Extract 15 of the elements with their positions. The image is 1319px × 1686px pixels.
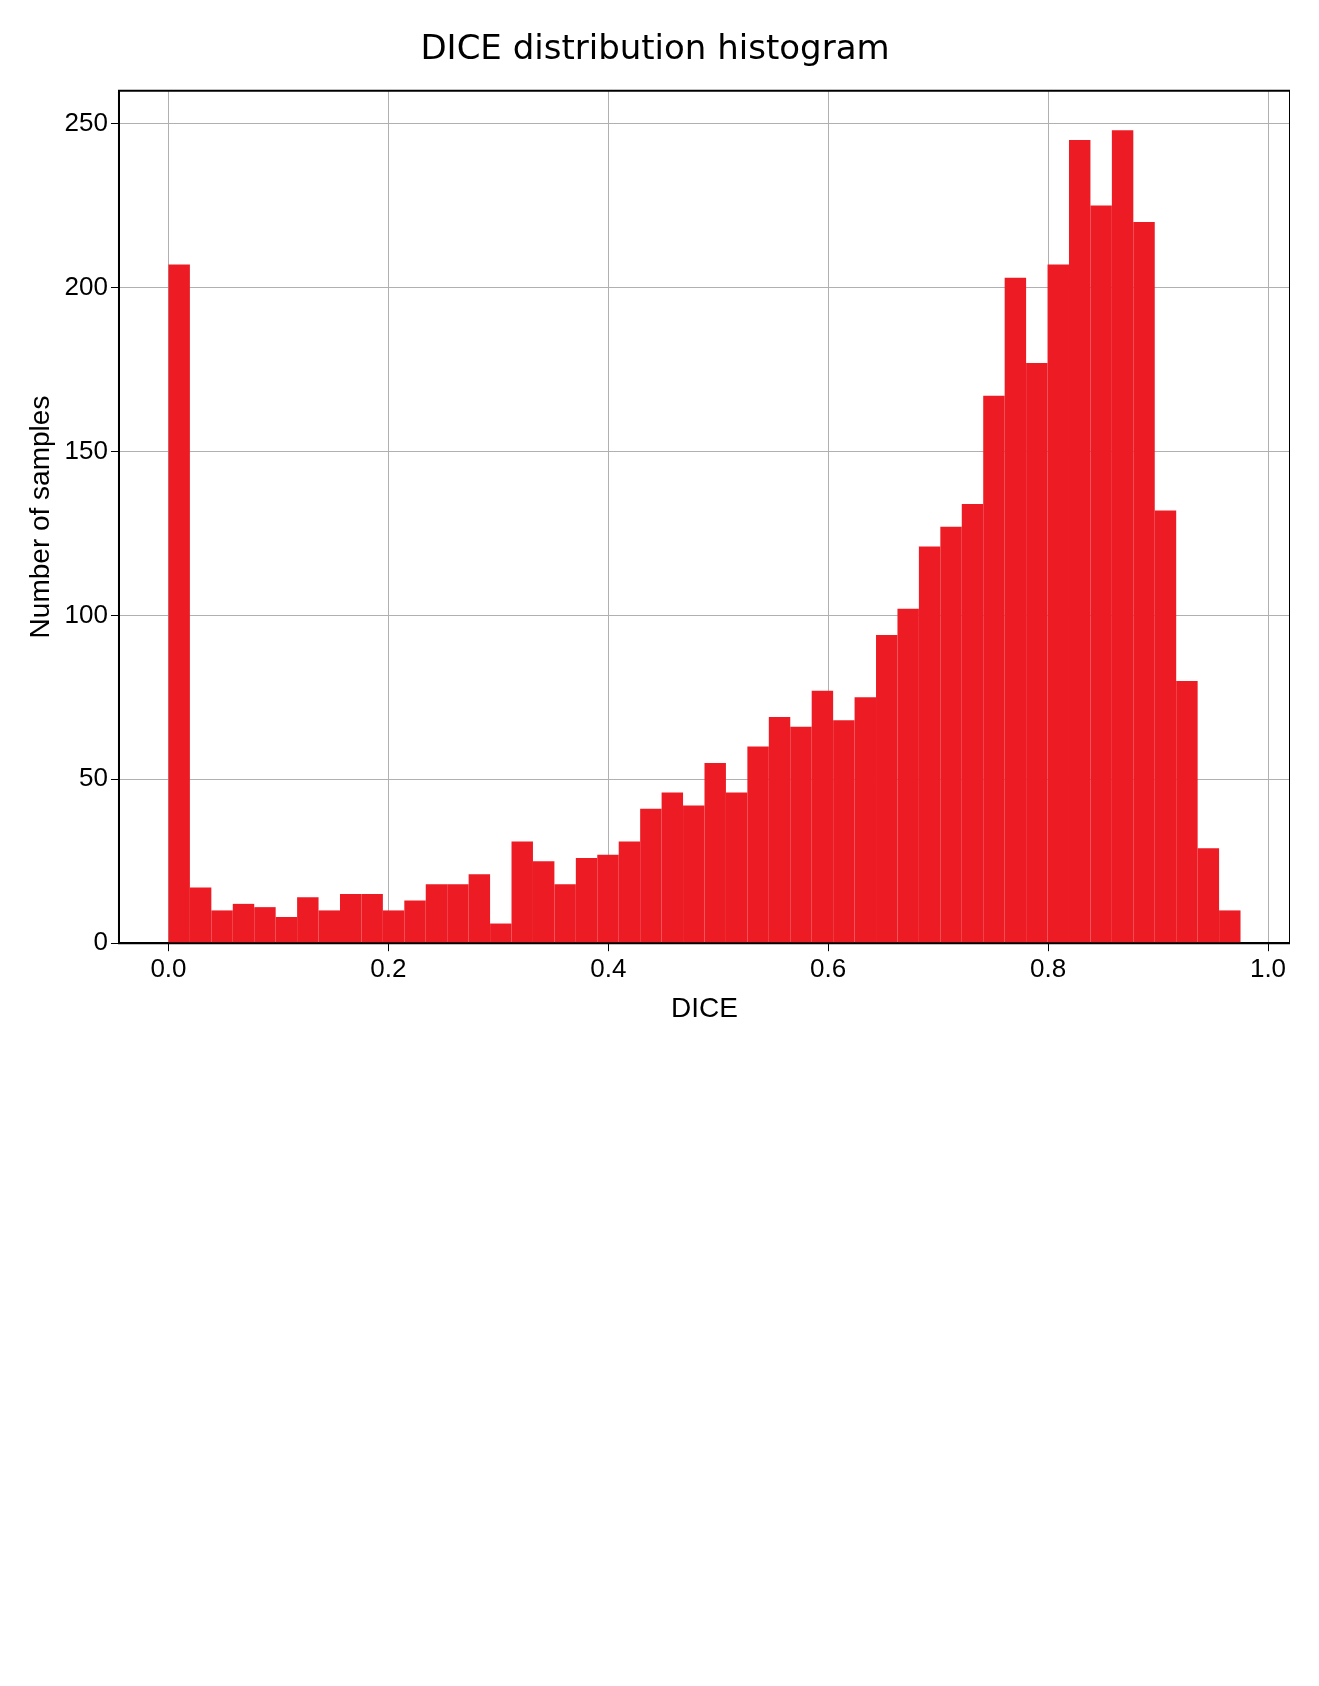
y-axis-title: Number of samples	[23, 395, 55, 639]
x-tick-label: 0.8	[1030, 952, 1067, 983]
y-tick-label: 250	[64, 106, 108, 137]
x-tick-label: 0.2	[370, 952, 407, 983]
x-tick-label: 0.6	[810, 952, 847, 983]
y-tick-label: 100	[64, 598, 108, 629]
y-tick-label: 200	[64, 270, 108, 301]
x-tick-label: 0.4	[590, 952, 627, 983]
x-axis-title: DICE	[671, 991, 738, 1023]
x-tick-label: 1.0	[1249, 952, 1287, 983]
x-tick-label: 0.0	[150, 952, 187, 983]
y-tick-label: 50	[79, 762, 108, 793]
y-tick-label: 150	[64, 434, 108, 465]
y-tick-label: 0	[93, 926, 108, 957]
chart-title: DICE distribution histogram	[420, 27, 890, 68]
